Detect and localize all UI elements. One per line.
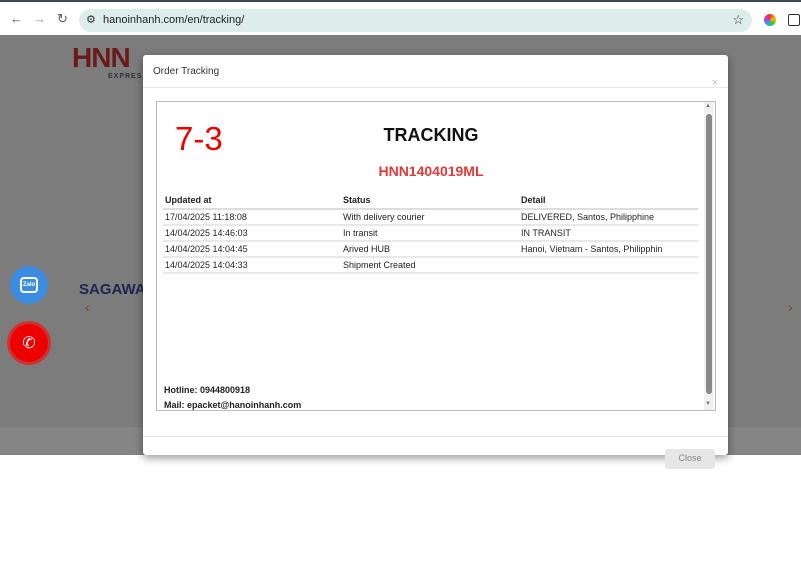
extensions-menu-icon[interactable] [788,14,800,26]
table-row: 14/04/2025 14:46:03 In transit IN TRANSIT [163,225,698,242]
back-icon[interactable]: ← [10,11,23,26]
hotline: Hotline: 0944800918 [164,385,251,395]
cell-detail: DELIVERED, Santos, Philipphine [519,209,698,226]
close-button[interactable]: Close [665,449,715,469]
scroll-up-icon[interactable]: ▲ [705,103,711,109]
tracking-number: HNN1404019ML [378,163,484,179]
site-settings-icon[interactable]: ⚙ [86,14,96,26]
table-header: Updated at Status Detail [163,192,698,210]
column-header: Updated at [163,192,341,210]
partner-logo: SAGAWA [79,281,146,298]
tracking-heading: TRACKING [383,125,479,145]
modal-title: Order Tracking [153,66,220,77]
column-header: Detail [519,192,698,210]
scrollbar[interactable]: ▲ ▼ [704,102,714,410]
cell-status: Shipment Created [341,257,519,274]
cell-status: Arived HUB [341,241,519,258]
forward-icon[interactable]: → [33,11,46,26]
table-row: 14/04/2025 14:04:45 Arived HUB Hanoi, Viet… [163,241,698,258]
tracking-table: Updated at Status Detail 17/04/2025 11:1… [163,192,698,274]
tracking-frame: 7-3 TRACKING HNN1404019ML Updated at Sta… [156,101,716,411]
cell-detail: Hanoi, Vietnam - Santos, Philipphin [519,241,698,258]
divider [143,436,728,437]
zalo-chat-button[interactable]: Zalo [10,266,48,304]
star-icon[interactable]: ☆ [732,12,744,27]
cell-updated: 14/04/2025 14:04:45 [163,241,341,258]
cell-updated: 14/04/2025 14:46:03 [163,225,341,242]
column-header: Status [341,192,519,210]
carousel-prev-icon[interactable]: ‹ [85,299,90,315]
scrollbar-thumb[interactable] [706,114,712,394]
zalo-icon: Zalo [20,277,38,293]
cell-updated: 14/04/2025 14:04:33 [163,257,341,274]
mail: Mail: epacket@hanoinhanh.com [164,400,302,410]
cell-status: In transit [341,225,519,242]
call-button[interactable]: ✆ [10,324,48,362]
table-row: 14/04/2025 14:04:33 Shipment Created [163,257,698,274]
annotation-code: 7-3 [175,120,223,157]
cell-detail: IN TRANSIT [519,225,698,242]
site-logo-sub: EXPRESS [108,73,149,80]
phone-icon: ✆ [22,335,36,352]
table-row: 17/04/2025 11:18:08 With delivery courier… [163,209,698,226]
cell-detail [519,257,698,274]
extension-icon[interactable] [764,14,776,26]
divider [143,87,728,88]
site-logo[interactable]: HNN [72,42,131,73]
order-tracking-modal: Order Tracking × 7-3 TRACKING HNN1404019… [143,55,728,469]
reload-icon[interactable]: ↻ [57,11,68,26]
carousel-next-icon[interactable]: › [788,299,793,315]
cell-status: With delivery courier [341,209,519,226]
close-icon[interactable]: × [711,77,718,89]
scroll-down-icon[interactable]: ▼ [705,401,711,407]
address-bar[interactable]: ⚙ hanoinhanh.com/en/tracking/ ☆ [79,9,752,32]
browser-toolbar: ← → ↻ ⚙ hanoinhanh.com/en/tracking/ ☆ [0,0,801,35]
url-text: hanoinhanh.com/en/tracking/ [103,14,245,26]
cell-updated: 17/04/2025 11:18:08 [163,209,341,226]
